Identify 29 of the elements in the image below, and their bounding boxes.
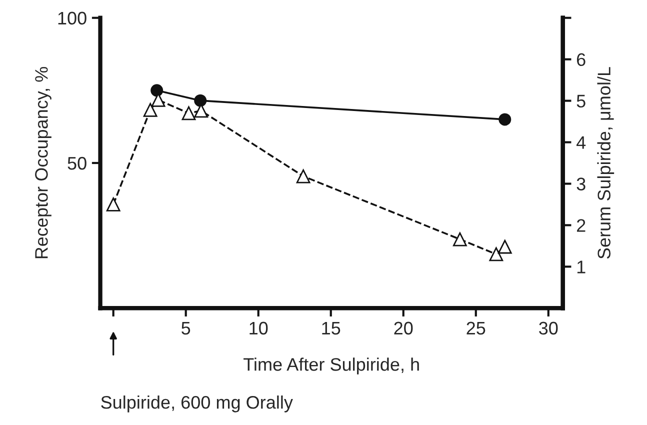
y2-tick-label: 6 (577, 53, 586, 66)
y2-tick-label: 2 (576, 219, 586, 232)
point (498, 113, 512, 126)
x-tick-label: 10 (250, 322, 268, 335)
x-tick-label: 15 (322, 322, 340, 335)
x-tick-label: 25 (466, 322, 486, 335)
y2-tick-label: 1 (577, 260, 586, 274)
point (143, 102, 158, 117)
y2-tick-label: 4 (576, 136, 586, 149)
point (182, 106, 196, 120)
y2-tick-label: 5 (576, 94, 586, 108)
y-tick-label: 100 (58, 12, 86, 25)
text: Sulpiride, 600 mg Orally (101, 396, 293, 412)
x-axis-title: Time After Sulpiride, h (244, 358, 419, 374)
point (498, 240, 512, 254)
point (106, 198, 120, 212)
y-tick-label: 50 (68, 156, 86, 170)
y2-tick-label: 3 (576, 178, 586, 190)
x-tick-label: 20 (394, 322, 413, 335)
point (151, 93, 166, 107)
x-tick-label: 5 (182, 322, 190, 335)
point (452, 232, 467, 246)
y-axis-title: Receptor Occupancy, % (35, 66, 52, 258)
point (489, 247, 504, 262)
x-tick-label: 30 (539, 322, 558, 335)
point (150, 84, 164, 97)
point (296, 169, 310, 184)
y2-axis-title: Serum Sulpiride, μmol/L (597, 67, 614, 259)
point (194, 94, 207, 107)
